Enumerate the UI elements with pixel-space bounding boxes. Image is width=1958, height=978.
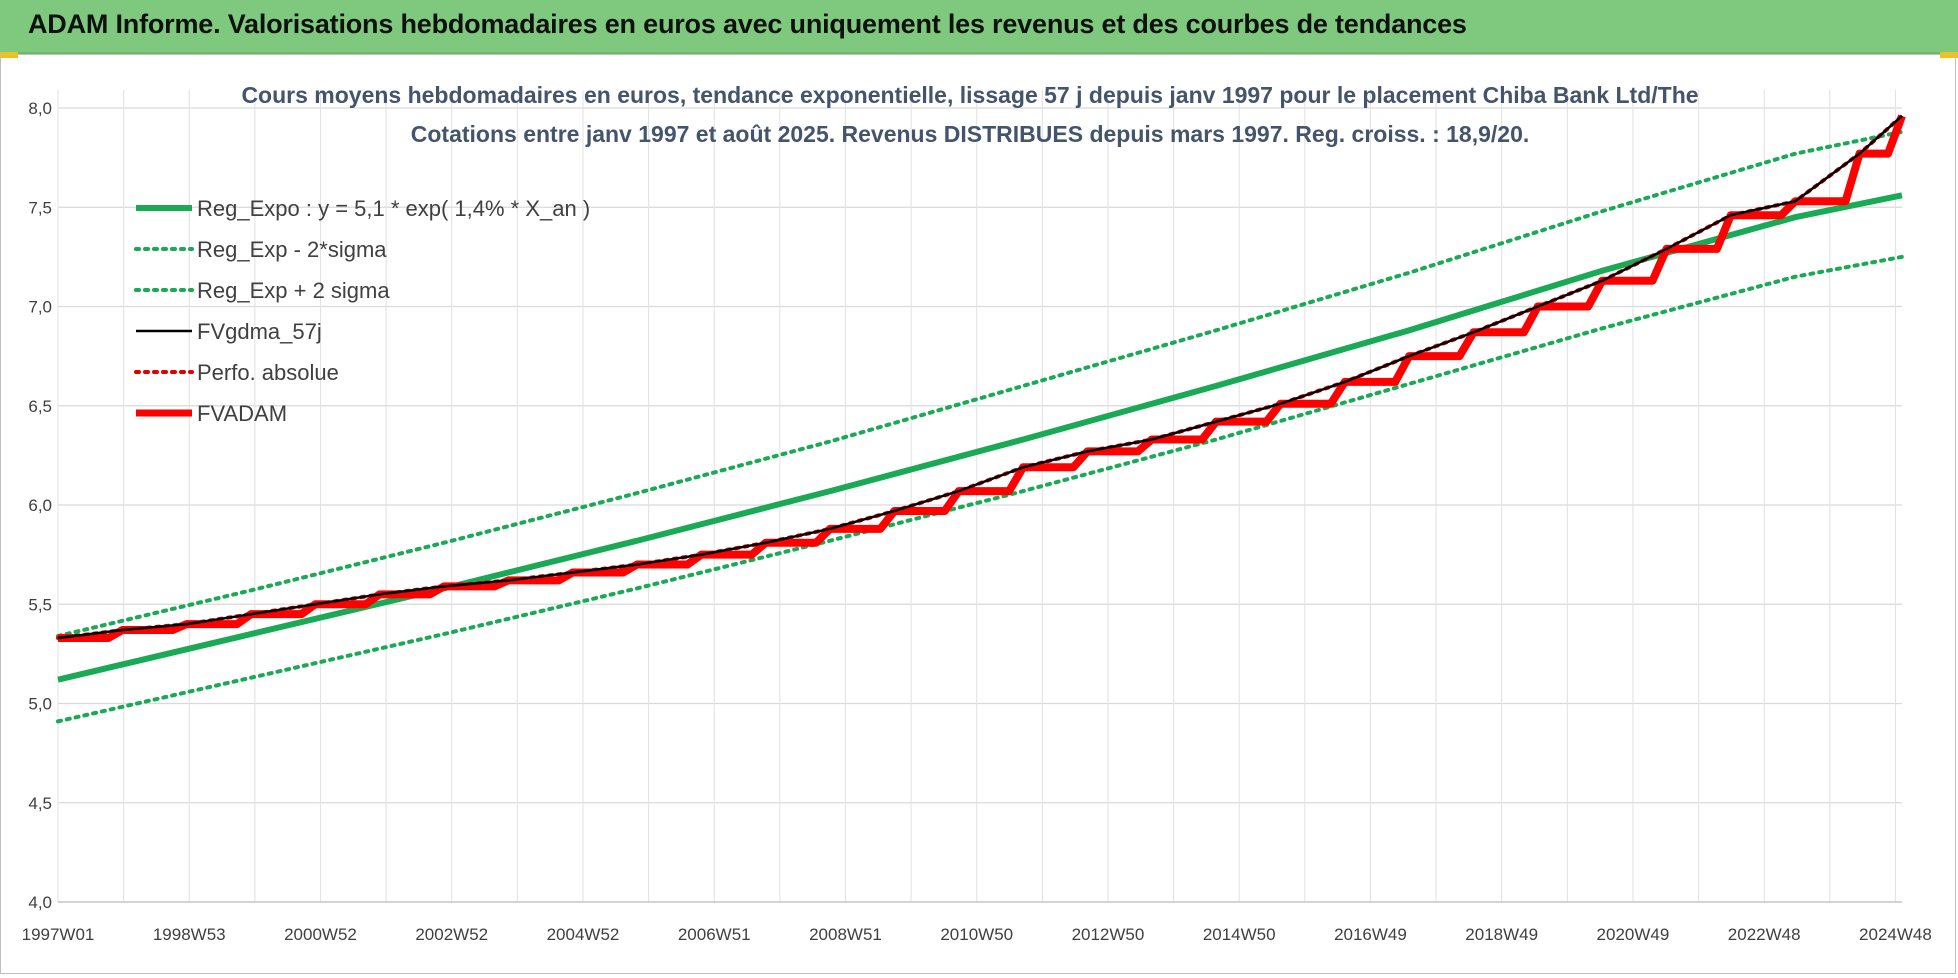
y-tick-label: 8,0	[28, 99, 52, 118]
x-tick-label: 2012W50	[1072, 925, 1145, 944]
legend-label-0: Reg_Expo : y = 5,1 * exp( 1,4% * X_an )	[197, 196, 590, 221]
legend-label-5: FVADAM	[197, 401, 287, 426]
chart-frame	[0, 54, 1956, 974]
y-tick-label: 5,5	[28, 595, 52, 614]
y-tick-label: 4,5	[28, 794, 52, 813]
x-axis-ticks: 1997W01 1998W53 2000W52 2002W52 2004W52 2006W…	[22, 925, 1932, 944]
x-tick-label: 2004W52	[547, 925, 620, 944]
y-tick-label: 4,0	[28, 893, 52, 912]
series-line-1	[56, 254, 1904, 724]
y-axis-ticks: 4,0 4,5 5,0 5,5 6,0 6,5 7,0 7,5 8,0	[28, 99, 52, 912]
y-tick-label: 7,5	[28, 198, 52, 217]
corner-marker-left	[0, 52, 18, 58]
y-tick-label: 7,0	[28, 298, 52, 317]
x-tick-label: 2000W52	[284, 925, 357, 944]
series-line-5	[58, 114, 1906, 642]
x-tick-label: 2014W50	[1203, 925, 1276, 944]
chart-title-line-1: Cours moyens hebdomadaires en euros, ten…	[241, 82, 1698, 108]
x-tick-label: 2010W50	[940, 925, 1013, 944]
x-tick-label: 2022W48	[1728, 925, 1801, 944]
corner-marker-right	[1940, 52, 1958, 58]
legend-label-2: Reg_Exp + 2 sigma	[197, 278, 390, 303]
chart-title-line-2: Cotations entre janv 1997 et août 2025. …	[411, 121, 1530, 147]
x-tick-label: 1997W01	[22, 925, 95, 944]
x-tick-label: 2016W49	[1334, 925, 1407, 944]
report-header: ADAM Informe. Valorisations hebdomadaire…	[0, 0, 1958, 54]
y-tick-label: 6,0	[28, 496, 52, 515]
grid-lines	[57, 90, 1902, 903]
x-tick-label: 2002W52	[415, 925, 488, 944]
x-tick-label: 2006W51	[678, 925, 751, 944]
series-layer	[56, 113, 1906, 724]
chart-title-block: Cours moyens hebdomadaires en euros, ten…	[241, 82, 1698, 147]
report-title: ADAM Informe. Valorisations hebdomadaire…	[28, 9, 1467, 39]
legend-label-3: FVgdma_57j	[197, 319, 322, 344]
x-tick-label: 2018W49	[1465, 925, 1538, 944]
legend-label-1: Reg_Exp - 2*sigma	[197, 237, 387, 262]
y-tick-label: 6,5	[28, 397, 52, 416]
series-line-3	[57, 115, 1903, 640]
x-tick-label: 2024W48	[1859, 925, 1932, 944]
legend-label-4: Perfo. absolue	[197, 360, 339, 385]
y-tick-label: 5,0	[28, 695, 52, 714]
series-line-2	[56, 129, 1904, 639]
x-tick-label: 1998W53	[153, 925, 226, 944]
x-tick-label: 2020W49	[1597, 925, 1670, 944]
x-tick-label: 2008W51	[809, 925, 882, 944]
legend: Reg_Expo : y = 5,1 * exp( 1,4% * X_an ) R…	[134, 196, 590, 426]
